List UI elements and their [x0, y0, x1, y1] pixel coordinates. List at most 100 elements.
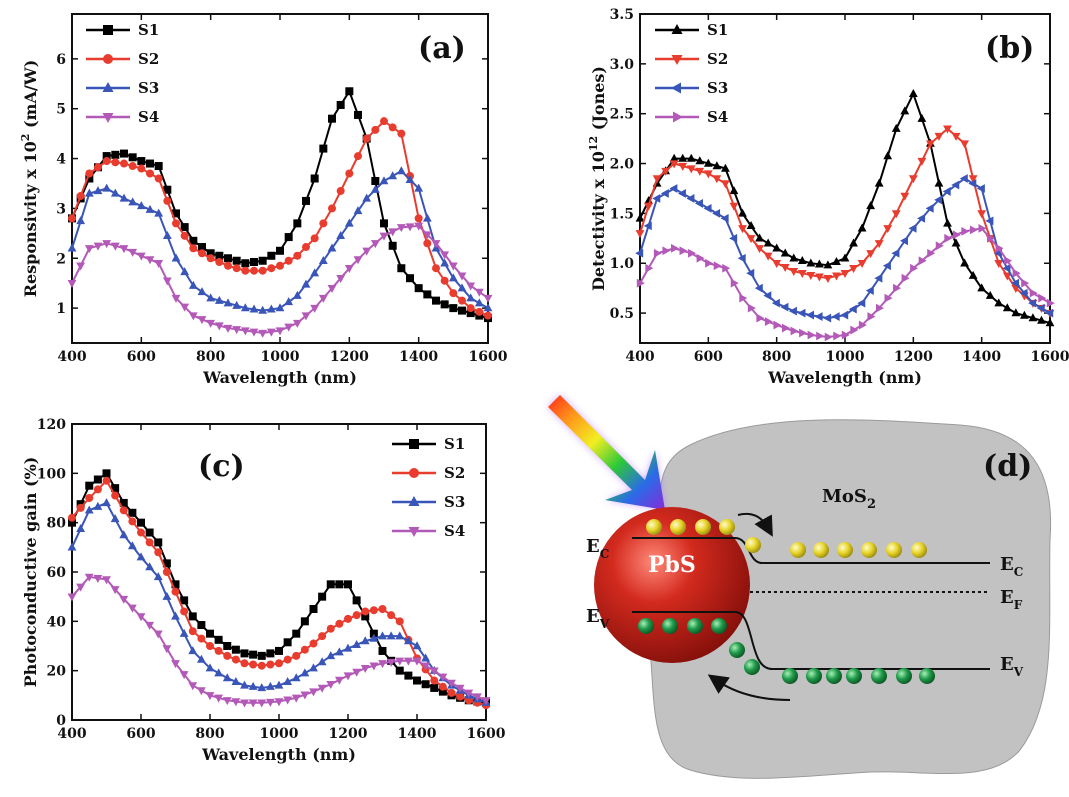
data-point: [968, 179, 977, 188]
data-point: [172, 219, 180, 228]
data-point: [797, 255, 807, 264]
data-point: [780, 302, 789, 312]
data-point: [284, 256, 293, 265]
data-point: [678, 153, 688, 162]
data-point: [669, 160, 679, 169]
data-point: [232, 326, 242, 335]
data-point: [968, 175, 978, 184]
data-point: [840, 270, 850, 279]
data-point: [652, 175, 662, 184]
data-point: [901, 273, 910, 283]
y-tick-label: 100: [37, 466, 66, 482]
data-point: [814, 273, 824, 282]
data-point: [943, 218, 952, 227]
data-point: [636, 278, 645, 288]
data-point: [258, 256, 267, 265]
data-point: [198, 249, 206, 258]
data-point: [232, 264, 241, 273]
legend-item: S3: [392, 493, 465, 511]
data-point: [369, 629, 378, 638]
data-point: [833, 331, 842, 341]
data-point: [430, 683, 439, 692]
plot-frame: [71, 423, 487, 721]
data-point: [67, 243, 77, 252]
data-point: [874, 240, 884, 249]
data-point: [1045, 318, 1055, 327]
data-point: [369, 662, 379, 671]
data-point: [985, 290, 995, 299]
data-point: [128, 153, 137, 162]
band-diagram: PbS MoS2 EC EV EC EF EV (d): [548, 395, 1052, 779]
data-point: [1046, 298, 1055, 308]
series-S4: [67, 222, 493, 338]
data-point: [128, 197, 138, 206]
data-point: [927, 248, 936, 258]
data-point: [110, 188, 120, 197]
data-point: [414, 183, 424, 192]
data-point: [449, 304, 458, 313]
data-point: [874, 178, 884, 187]
data-point: [84, 505, 94, 514]
data-point: [224, 261, 232, 270]
data-point: [721, 180, 730, 189]
data-point: [756, 313, 765, 323]
data-point: [1004, 256, 1013, 266]
data-point: [180, 596, 189, 605]
data-point: [764, 317, 773, 326]
data-point: [662, 246, 671, 256]
data-point: [283, 638, 292, 647]
data-point: [76, 524, 86, 533]
data-point: [163, 196, 172, 205]
data-point: [76, 191, 85, 200]
data-point: [352, 639, 362, 648]
series-S4: [636, 223, 1055, 342]
y-tick-label: 1.0: [610, 256, 635, 272]
y-tick-label: 1.5: [610, 206, 634, 222]
data-point: [241, 259, 250, 268]
data-point: [110, 586, 120, 595]
hole: [782, 668, 798, 684]
legend-marker: [102, 113, 114, 123]
data-point: [67, 593, 77, 602]
data-point: [291, 673, 301, 682]
data-point: [102, 469, 111, 478]
data-point: [102, 183, 112, 192]
data-point: [119, 498, 128, 507]
data-point: [248, 699, 258, 708]
data-point: [76, 216, 86, 225]
data-point: [93, 242, 103, 251]
data-point: [180, 607, 189, 616]
data-point: [327, 284, 337, 293]
y-tick-label: 120: [37, 417, 66, 433]
data-point: [669, 153, 679, 162]
data-point: [772, 243, 782, 252]
data-point: [370, 184, 380, 193]
data-point: [284, 297, 294, 306]
data-point: [431, 240, 441, 249]
data-point: [807, 330, 816, 340]
data-point: [635, 230, 645, 239]
data-point: [179, 628, 189, 637]
data-point: [326, 580, 335, 589]
data-point: [395, 631, 405, 640]
data-point: [960, 140, 969, 149]
x-tick-label: 1400: [962, 349, 1001, 365]
data-point: [266, 304, 276, 313]
data-point: [737, 253, 746, 263]
data-point: [396, 166, 406, 175]
data-point: [319, 219, 328, 228]
data-point: [224, 254, 232, 263]
y-tick-label: 6: [56, 52, 66, 68]
data-point: [214, 668, 224, 677]
hole-transfer-arrow: [707, 674, 791, 701]
data-point: [712, 175, 722, 184]
data-point: [466, 309, 475, 318]
data-point: [257, 699, 267, 708]
data-point: [694, 199, 703, 208]
data-point: [205, 663, 215, 672]
electron: [745, 537, 761, 553]
data-point: [432, 264, 440, 273]
x-tick-label: 600: [127, 349, 156, 365]
data-point: [302, 243, 310, 252]
data-point: [429, 667, 439, 676]
